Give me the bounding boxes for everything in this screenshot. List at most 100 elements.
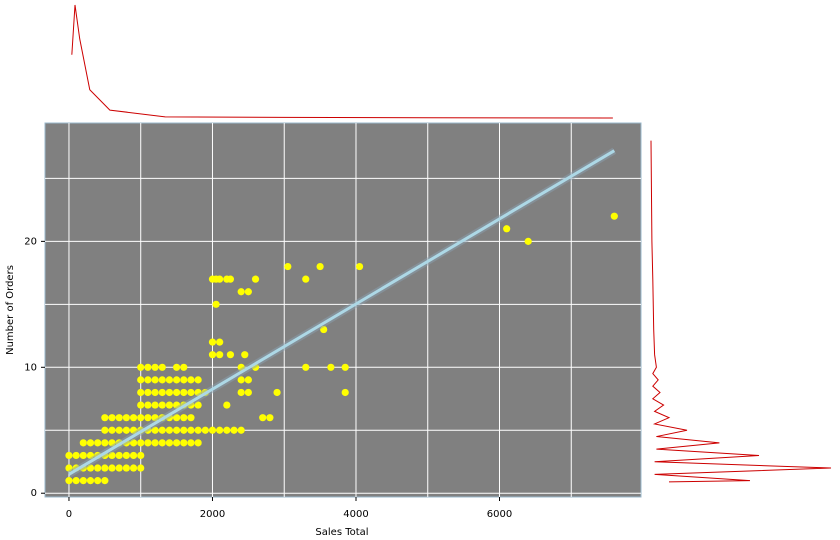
- point: [137, 464, 145, 472]
- point: [122, 414, 130, 422]
- point: [79, 439, 87, 447]
- point: [165, 426, 174, 434]
- point: [101, 439, 109, 447]
- point: [244, 388, 252, 397]
- point: [244, 376, 252, 384]
- point: [79, 477, 87, 485]
- point: [129, 464, 138, 472]
- y-axis-label: Number of Orders: [5, 265, 16, 355]
- point: [122, 426, 130, 434]
- point: [101, 414, 109, 422]
- point: [172, 426, 181, 434]
- point: [237, 388, 245, 397]
- point: [226, 351, 235, 359]
- point: [316, 262, 324, 271]
- point: [216, 426, 224, 434]
- point: [165, 388, 174, 397]
- point: [151, 426, 159, 434]
- point: [129, 451, 138, 460]
- point: [137, 401, 145, 409]
- point: [137, 388, 145, 397]
- y-tick-label: 0: [31, 488, 37, 499]
- point: [610, 212, 618, 220]
- point: [165, 376, 174, 384]
- point: [341, 388, 349, 397]
- y-tick-label: 10: [24, 362, 37, 373]
- point: [273, 388, 281, 397]
- point: [137, 451, 145, 460]
- point: [165, 401, 174, 409]
- point: [237, 288, 245, 296]
- point: [172, 439, 181, 447]
- x-tick-label: 4000: [343, 509, 368, 520]
- x-tick-label: 0: [66, 509, 72, 520]
- point: [158, 426, 166, 434]
- point: [144, 376, 152, 384]
- y-density: [650, 140, 832, 483]
- point: [355, 262, 364, 271]
- point: [86, 477, 95, 485]
- point: [115, 426, 123, 434]
- point: [158, 388, 166, 397]
- point: [216, 275, 224, 283]
- point: [151, 363, 159, 371]
- point: [151, 388, 159, 397]
- point: [251, 275, 260, 283]
- point: [101, 477, 109, 485]
- point: [151, 376, 159, 384]
- point: [194, 376, 202, 384]
- point: [101, 464, 109, 472]
- point: [165, 439, 174, 447]
- point: [503, 225, 511, 233]
- point: [223, 426, 231, 434]
- point: [237, 376, 245, 384]
- point: [241, 351, 249, 359]
- point: [302, 363, 310, 371]
- point: [223, 401, 231, 409]
- point: [108, 464, 116, 472]
- point: [144, 414, 152, 422]
- point: [115, 451, 123, 460]
- point: [158, 401, 166, 409]
- point: [212, 300, 220, 308]
- point: [180, 388, 188, 397]
- point: [122, 451, 130, 460]
- point: [187, 388, 195, 397]
- point: [327, 363, 335, 371]
- point: [216, 351, 224, 359]
- point: [180, 376, 188, 384]
- x-axis-label: Sales Total: [315, 527, 368, 538]
- point: [65, 477, 73, 485]
- point: [151, 439, 159, 447]
- point: [172, 363, 181, 371]
- point: [201, 426, 209, 434]
- point: [180, 363, 188, 371]
- point: [108, 414, 116, 422]
- x-density: [71, 4, 613, 119]
- point: [137, 376, 145, 384]
- point: [172, 388, 181, 397]
- point: [137, 414, 145, 422]
- point: [180, 414, 188, 422]
- point: [122, 464, 130, 472]
- point: [187, 426, 195, 434]
- point: [259, 414, 267, 422]
- x-tick-label: 2000: [200, 509, 225, 520]
- point: [187, 414, 195, 422]
- point: [266, 414, 274, 422]
- point: [208, 426, 217, 434]
- point: [115, 464, 123, 472]
- point: [158, 439, 166, 447]
- x-tick-label: 6000: [487, 509, 512, 520]
- point: [72, 451, 80, 460]
- point: [216, 338, 224, 346]
- point: [65, 451, 73, 460]
- point: [115, 414, 123, 422]
- point: [94, 464, 102, 472]
- point: [144, 388, 152, 397]
- point: [137, 363, 145, 371]
- point: [144, 363, 152, 371]
- point: [144, 439, 152, 447]
- point: [94, 477, 102, 485]
